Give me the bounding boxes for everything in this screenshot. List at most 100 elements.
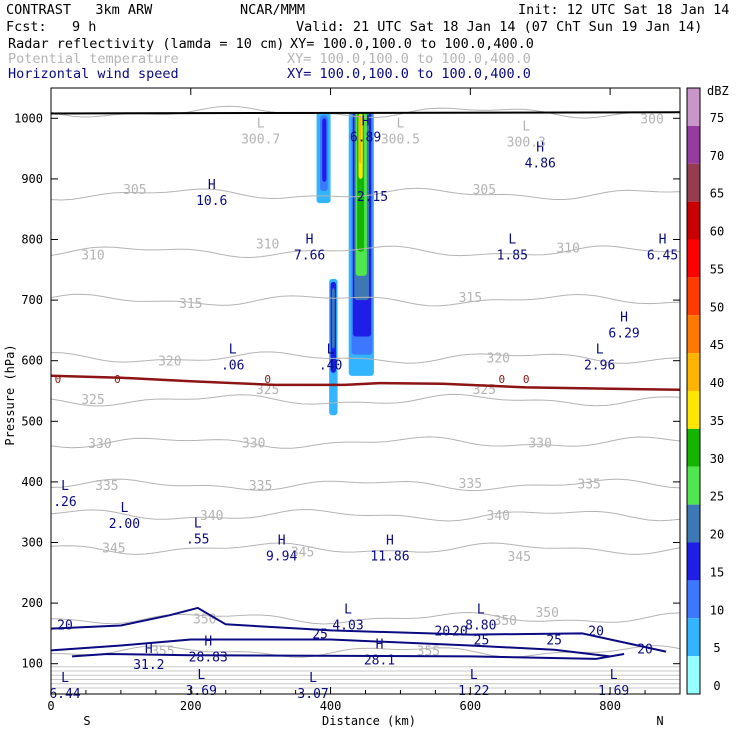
reflectivity-cell [331,287,335,349]
header-fcst-label: Fcst: [6,19,47,35]
colorbar-unit: dBZ [707,84,729,98]
theta-label: 335 [249,479,272,494]
extremum-marker: H [204,635,212,650]
extremum-value: 1.69 [598,684,629,699]
colorbar-label: 45 [710,338,724,352]
wind-label: 20 [588,624,604,639]
wind-contour [50,606,667,653]
wind-label: 25 [312,627,328,642]
colorbar-swatch [687,125,700,164]
wind-label: 20 [452,624,468,639]
extremum-marker: L [610,668,618,683]
extremum-marker: L [344,602,352,617]
x-tick-label: 400 [320,699,342,713]
wind-label: 20 [637,643,653,658]
extremum-marker: L [522,119,530,134]
theta-label: 340 [487,509,510,524]
x-tick-label: 0 [47,699,54,713]
y-tick-label: 800 [21,233,43,247]
theta-label: 350 [193,612,216,627]
end-label-south: S [83,714,90,728]
zero-contour-label: 0 [498,373,505,386]
colorbar-swatch [687,466,700,505]
theta-label: 325 [81,393,104,408]
extremum-value: 4.03 [332,618,363,633]
theta-contour [50,508,681,522]
colorbar-label: 40 [710,376,724,390]
field-xy-wind: XY= 100.0,100.0 to 100.0,400.0 [287,66,531,82]
extremum-value: 1.22 [458,684,489,699]
colorbar-swatch [687,315,700,354]
colorbar-swatch [687,201,700,240]
header-init: Init: 12 UTC Sat 18 Jan 14 [518,2,730,18]
extremum-marker: H [536,141,544,156]
colorbar-frame [686,87,701,695]
y-tick-label: 400 [21,475,43,489]
end-label-north: N [656,714,663,728]
extremum-marker: L [508,233,516,248]
extremum-value: 1.85 [497,249,528,264]
colorbar-label: 75 [710,111,724,125]
colorbar-swatch [687,391,700,429]
extremum-marker: L [61,671,69,686]
extremum-marker: L [327,342,335,357]
theta-contour [50,293,681,307]
theta-label: 305 [473,183,496,198]
theta-label: 320 [158,355,181,370]
theta-label: 330 [88,437,111,452]
theta-label: 315 [179,297,202,312]
colorbar-swatch [687,353,700,391]
wind-label: 20 [57,618,73,633]
extremum-value: 8.80 [465,618,496,633]
x-axis-title: Distance (km) [322,714,416,728]
y-tick-label: 600 [21,354,43,368]
colorbar-swatch [687,504,700,543]
x-tick-label: 200 [180,699,202,713]
colorbar-label: 35 [710,414,724,428]
theta-label: 330 [528,437,551,452]
colorbar-label: 10 [710,603,724,617]
zero-contour-label: 0 [523,373,530,386]
theta-contour [50,436,681,449]
reflectivity-cell [322,118,327,182]
extremum-marker: L [397,116,405,131]
extremum-value: 300.7 [241,132,280,147]
wind-label: 25 [474,633,490,648]
extremum-marker: H [376,638,384,653]
theta-label: 345 [291,546,314,561]
colorbar-label: 25 [710,490,724,504]
extremum-marker: L [477,602,485,617]
extremum-marker: H [659,233,667,248]
colorbar-label: 60 [710,225,724,239]
theta-contour [50,187,681,201]
colorbar-swatch [687,239,700,278]
extremum-marker: H [620,310,628,325]
field-name-theta: Potential temperature [8,51,179,67]
wind-contour [71,652,625,660]
colorbar-swatch [687,656,700,694]
extremum-value: 300.5 [381,132,420,147]
extremum-value: 2.00 [109,517,140,532]
y-tick-label: 200 [21,596,43,610]
extremum-marker: L [229,342,237,357]
y-axis-title: Pressure (hPa) [3,344,17,445]
colorbar-swatch [687,163,700,202]
colorbar-label: 50 [710,300,724,314]
zero-contour-label: 0 [114,373,121,386]
extremum-value: 7.66 [294,249,325,264]
header-org: NCAR/MMM [240,2,306,18]
wind-contour [50,638,611,658]
extremum-marker: H [145,642,153,657]
extremum-value: 9.94 [266,549,297,564]
extremum-marker: L [257,116,265,131]
extremum-value: 10.6 [196,194,227,209]
colorbar-swatch [687,428,700,467]
field-xy-theta: XY= 100.0,100.0 to 100.0,400.0 [287,51,531,67]
extremum-value: .26 [53,495,76,510]
theta-label: 315 [459,291,482,306]
extremum-marker: L [470,668,478,683]
extremum-marker: H [386,533,394,548]
